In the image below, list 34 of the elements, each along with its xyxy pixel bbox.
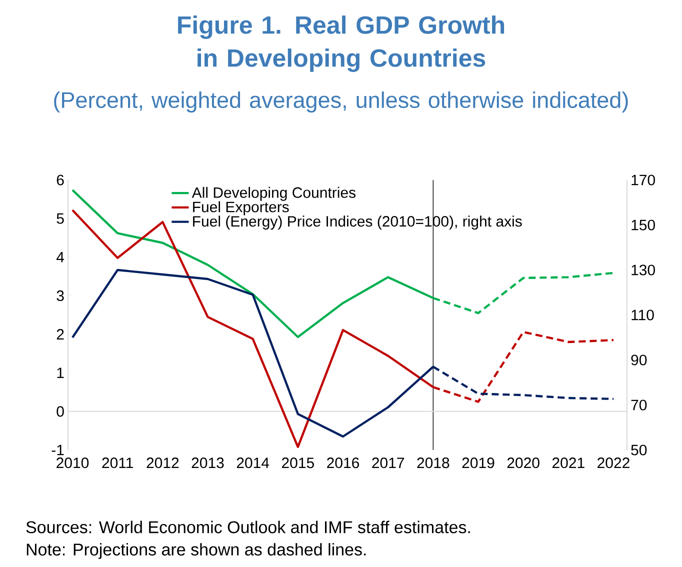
y-tick-label: 3 [56,290,64,302]
x-tick-label: 2010 [56,458,89,468]
y2-tick-label: 50 [631,444,647,456]
x-tick-label: 2016 [327,458,360,468]
x-tick-label: 2017 [372,458,404,468]
x-tick-label: 2013 [192,458,224,468]
source-note: Sources: World Economic Outlook and IMF staff estimates. [26,520,470,534]
y-tick-label: 4 [56,252,64,262]
x-tick-label: 2014 [236,458,270,468]
y2-tick-label: 170 [632,174,655,186]
y2-tick-label: 90 [631,354,647,366]
y2-tick-label: 70 [631,400,647,410]
x-tick-label: 2019 [462,458,494,468]
y2-tick-label: 150 [632,220,655,230]
y-tick-label: 0 [56,406,64,417]
x-tick-label: 2015 [282,458,314,468]
y-tick-label: 6 [56,174,64,186]
x-tick-label: 2020 [507,458,540,468]
x-tick-label: 2012 [146,458,179,468]
y2-tick-label: 110 [632,310,654,320]
x-tick-label: 2022 [598,458,630,468]
y2-tick-label: 130 [632,264,655,276]
x-tick-label: 2011 [102,458,133,468]
x-tick-label: 2021 [552,458,584,468]
y-tick-label: 1 [57,368,64,378]
chart-title: Figure 1. Real GDP Growth in Developing Countries [178,16,504,72]
y-tick-label: -1 [52,444,64,456]
legend-label: Fuel Exporters [193,201,289,216]
x-tick-label: 2018 [417,458,450,468]
y-tick-label: 5 [56,213,64,224]
text: Note: Projections are shown as dashed lines. [26,543,366,559]
legend-label: All Developing Countries [192,186,356,201]
y-tick-label: 2 [56,329,64,340]
chart-subtitle: (Percent, weighted averages, unless otherwise indicated) [54,92,628,113]
